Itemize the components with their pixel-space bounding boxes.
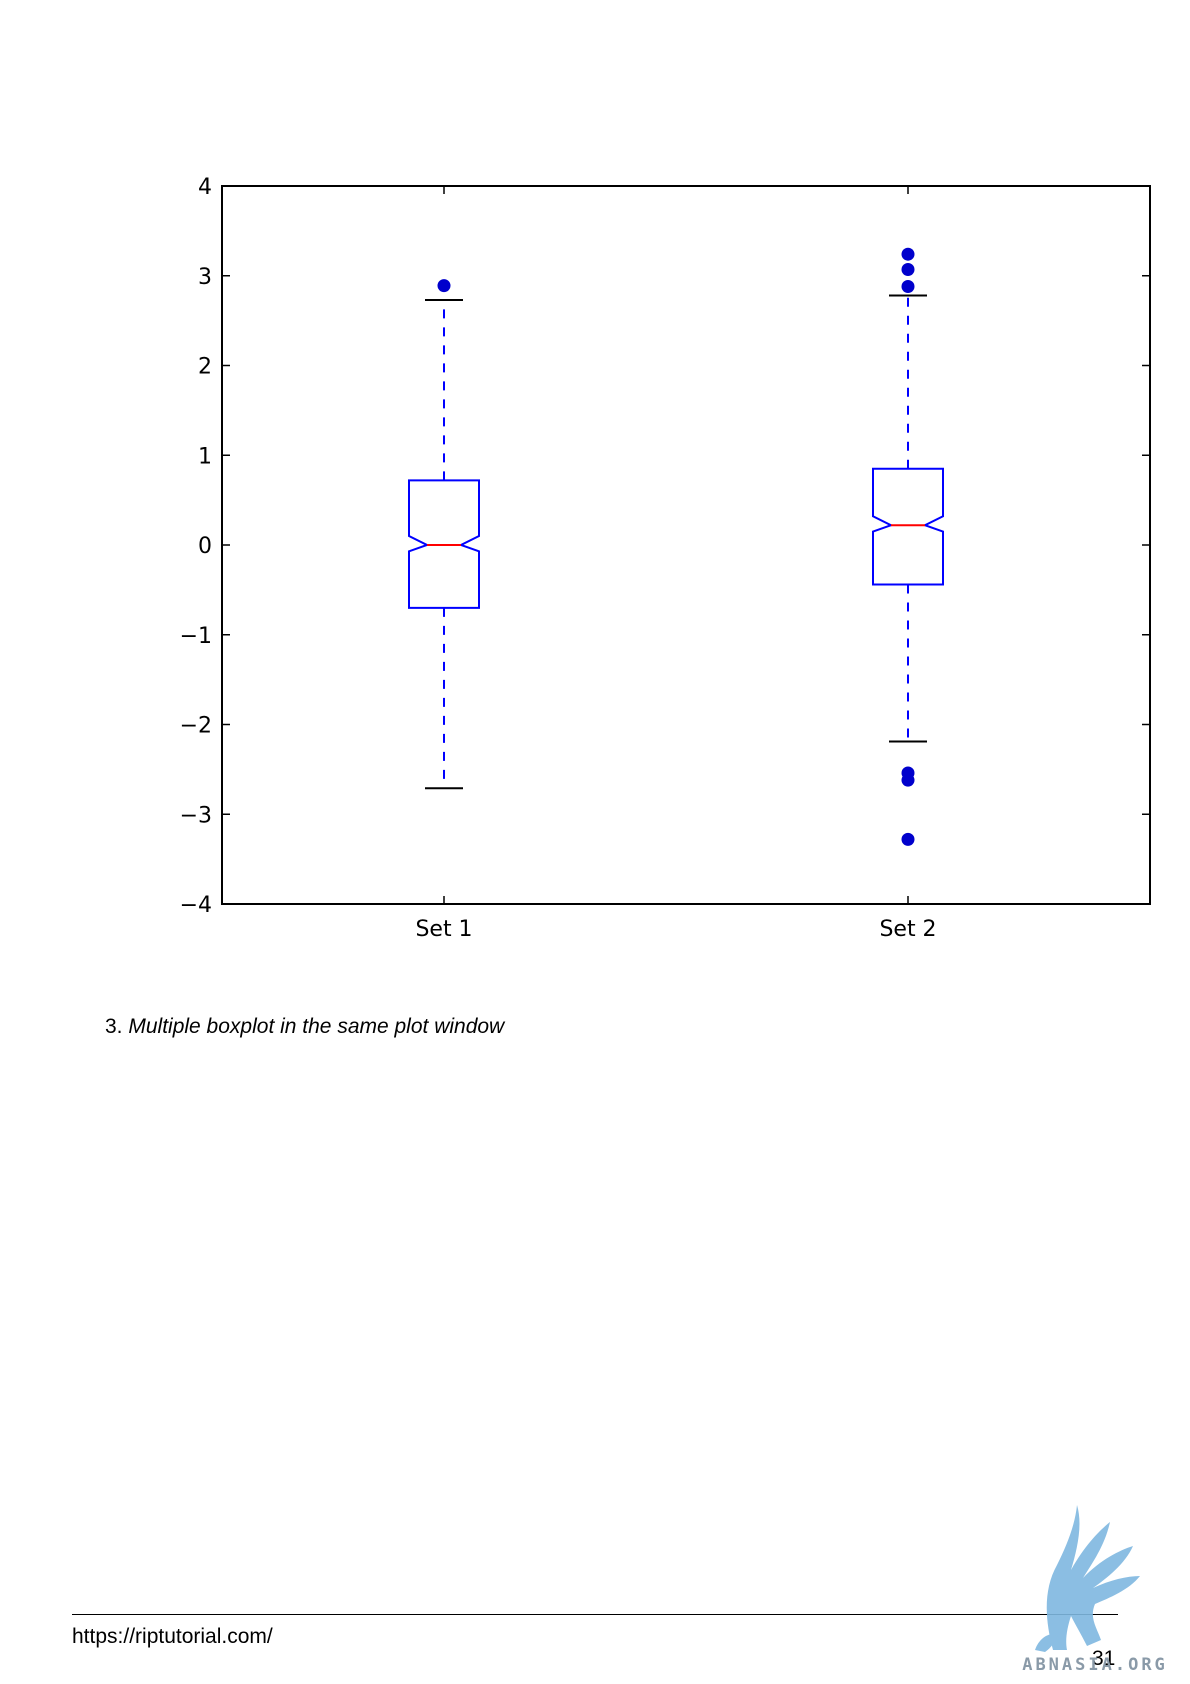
outlier-point <box>901 773 915 787</box>
axes-frame <box>221 185 1151 905</box>
footer-url-link[interactable]: https://riptutorial.com/ <box>72 1625 273 1648</box>
caption-text: Multiple boxplot in the same plot window <box>128 1015 505 1038</box>
y-tick-label: −1 <box>180 624 212 649</box>
plot-area: 4 3 2 1 0 −1 −2 −3 −4 Set 1 Set 2 <box>180 175 1151 942</box>
y-tick-label: −3 <box>180 803 212 828</box>
boxplot-figure: 4 3 2 1 0 −1 −2 −3 −4 Set 1 Set 2 <box>180 175 1151 942</box>
griffin-icon <box>1035 1505 1140 1652</box>
caption-number: 3. <box>105 1015 123 1038</box>
outlier-point <box>901 262 915 276</box>
y-tick-label: 0 <box>198 534 212 559</box>
y-tick-label: 2 <box>198 355 212 380</box>
page-number: 31 <box>1092 1647 1116 1670</box>
y-tick-label: 1 <box>198 444 212 469</box>
y-tick-label: −2 <box>180 714 212 739</box>
outlier-point <box>901 247 915 261</box>
notched-box <box>408 479 480 609</box>
footer-divider <box>72 1614 1118 1615</box>
x-tick-label: Set 1 <box>415 917 472 942</box>
outlier-point <box>901 280 915 294</box>
y-tick-label: 3 <box>198 265 212 290</box>
outlier-point <box>437 279 451 293</box>
watermark-text: ABNASIA.ORG <box>1022 1655 1168 1675</box>
x-tick-label: Set 2 <box>879 917 936 942</box>
outlier-point <box>901 832 915 846</box>
abnasia-watermark-logo: ABNASIA.ORG <box>1022 1505 1168 1675</box>
y-tick-label: 4 <box>198 175 212 200</box>
y-tick-label: −4 <box>180 893 212 918</box>
figure-caption: 3. Multiple boxplot in the same plot win… <box>105 1015 504 1039</box>
notched-box <box>872 467 944 586</box>
